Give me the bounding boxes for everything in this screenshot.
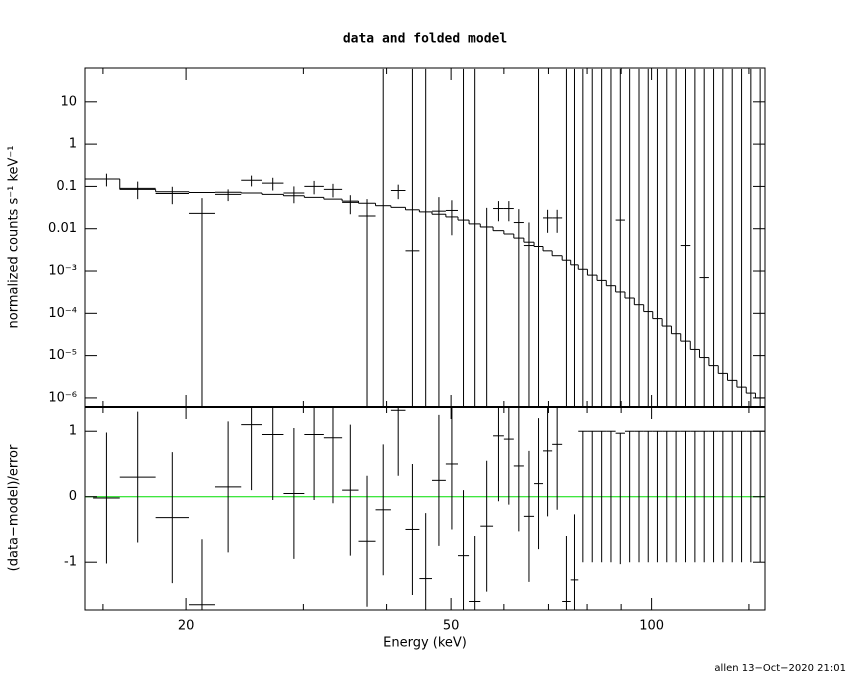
x-tick-label: 20	[178, 619, 195, 634]
footer: allen 13−Oct−2020 21:01	[714, 663, 846, 674]
bottom-frame	[84, 406, 766, 611]
y-tick-label: 1	[69, 424, 77, 439]
x-tick-label: 100	[639, 619, 664, 634]
y-tick-label: 10⁻⁶	[48, 390, 77, 405]
y-tick-label: 1	[69, 137, 77, 152]
y-axis-label: normalized counts s⁻¹ keV⁻¹	[7, 146, 22, 329]
chart-title: data and folded model	[343, 32, 507, 47]
y-tick-label: -1	[64, 555, 77, 570]
top-frame	[84, 67, 766, 408]
y-tick-label: 0.1	[56, 179, 77, 194]
y-axis-label: (data−model)/error	[7, 444, 22, 571]
y-tick-label: 10	[60, 94, 77, 109]
x-tick-label: 50	[443, 619, 460, 634]
x-axis-label: Energy (keV)	[383, 636, 467, 651]
y-tick-label: 0.01	[48, 221, 77, 236]
bottom-plot	[85, 407, 765, 610]
top-plot	[85, 68, 765, 407]
y-tick-label: 10⁻⁵	[48, 348, 77, 363]
y-tick-label: 10⁻⁴	[48, 306, 77, 321]
y-tick-label: 10⁻³	[48, 264, 77, 279]
y-tick-label: 0	[69, 489, 77, 504]
